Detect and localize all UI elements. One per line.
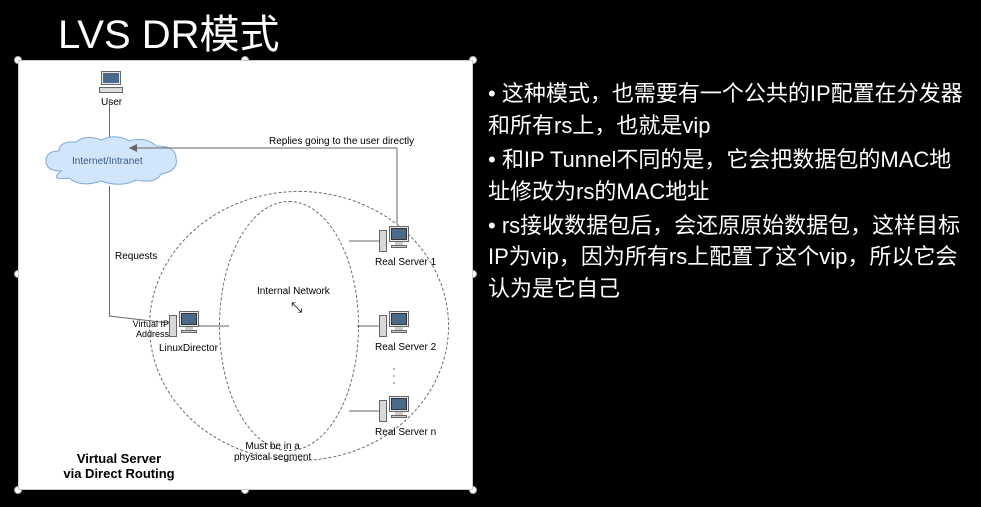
internal-label: Internal Network bbox=[257, 286, 330, 297]
rs1-label: Real Server 1 bbox=[375, 257, 436, 268]
bullet-3-text: rs接收数据包后，会还原原始数据包，这样目标IP为vip，因为所有rs上配置了这… bbox=[488, 213, 960, 302]
bullet-3: • rs接收数据包后，会还原原始数据包，这样目标IP为vip，因为所有rs上配置… bbox=[488, 210, 973, 306]
diagram-container[interactable]: User Internet/Intranet Replies going to … bbox=[18, 60, 473, 490]
replies-label: Replies going to the user directly bbox=[269, 136, 414, 147]
diagram-title: Virtual Server via Direct Routing bbox=[54, 451, 184, 481]
rsn-label: Real Server n bbox=[375, 427, 436, 438]
rs1-icon bbox=[379, 226, 409, 254]
requests-label: Requests bbox=[115, 251, 157, 262]
slide: LVS DR模式 User Internet/Intranet bbox=[0, 0, 981, 507]
rs2-icon bbox=[379, 311, 409, 339]
edge-cloud-director bbox=[109, 186, 110, 316]
diagram-title-line1: Virtual Server bbox=[77, 451, 161, 466]
bullet-2: • 和IP Tunnel不同的是，它会把数据包的MAC地址修改为rs的MAC地址 bbox=[488, 144, 973, 208]
bullet-1-text: 这种模式，也需要有一个公共的IP配置在分发器和所有rs上，也就是vip bbox=[488, 81, 963, 138]
network-diagram: User Internet/Intranet Replies going to … bbox=[19, 61, 472, 489]
segment-label: Must be in a physical segment bbox=[234, 441, 311, 463]
bullet-2-text: 和IP Tunnel不同的是，它会把数据包的MAC地址修改为rs的MAC地址 bbox=[488, 147, 951, 204]
rs2-label: Real Server 2 bbox=[375, 342, 436, 353]
rsn-icon bbox=[379, 396, 409, 424]
slide-title: LVS DR模式 bbox=[58, 2, 280, 60]
text-panel: • 这种模式，也需要有一个公共的IP配置在分发器和所有rs上，也就是vip • … bbox=[488, 78, 973, 307]
diagram-title-line2: via Direct Routing bbox=[63, 466, 174, 481]
bullet-1: • 这种模式，也需要有一个公共的IP配置在分发器和所有rs上，也就是vip bbox=[488, 78, 973, 142]
cursor-icon: ⤡ bbox=[291, 299, 302, 316]
internal-network-ellipse bbox=[219, 201, 359, 451]
